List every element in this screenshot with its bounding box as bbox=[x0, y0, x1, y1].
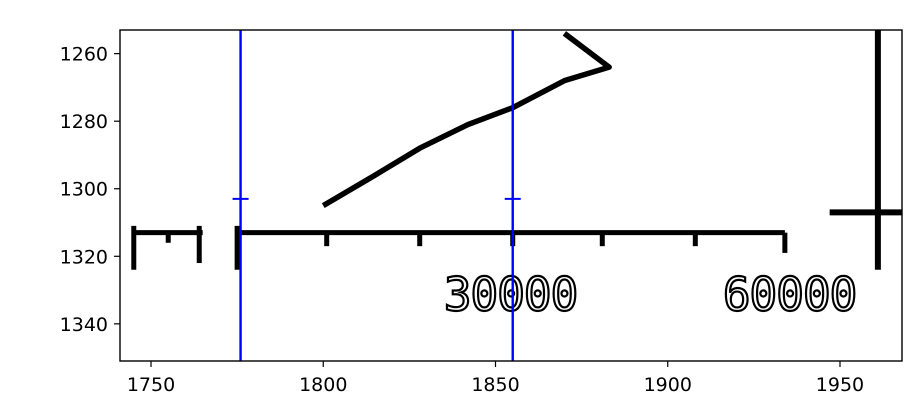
x-tick-label: 1800 bbox=[299, 374, 347, 396]
y-tick-label: 1260 bbox=[60, 44, 108, 66]
x-tick-label: 1750 bbox=[127, 374, 175, 396]
x-tick-label: 1850 bbox=[471, 374, 519, 396]
y-tick-label: 1340 bbox=[60, 314, 108, 336]
y-axis: 1260 1280 1300 1320 1340 bbox=[60, 44, 120, 336]
image-curve bbox=[321, 31, 612, 209]
scale-label-60000: 60000 bbox=[723, 267, 856, 321]
y-tick-label: 1280 bbox=[60, 111, 108, 133]
x-tick-label: 1900 bbox=[644, 374, 692, 396]
axes-frame bbox=[119, 29, 903, 362]
scale-label-30000: 30000 bbox=[444, 267, 577, 321]
x-axis: 1750 1800 1850 1900 1950 bbox=[127, 361, 864, 396]
plot-content: 30000 60000 bbox=[131, 30, 902, 322]
y-tick-label: 1320 bbox=[60, 246, 108, 268]
x-tick-label: 1950 bbox=[816, 374, 864, 396]
y-tick-label: 1300 bbox=[60, 179, 108, 201]
vertical-lines bbox=[232, 30, 521, 361]
